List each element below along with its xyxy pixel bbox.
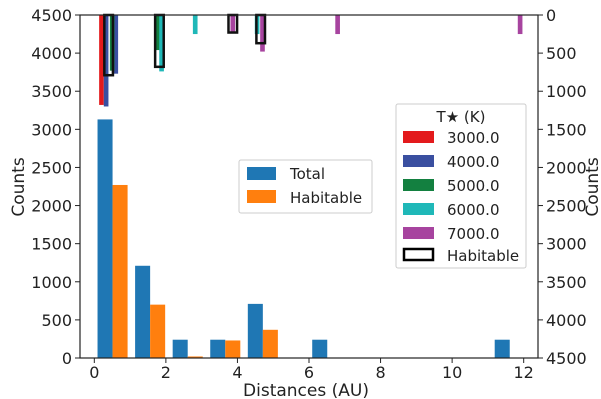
- bar-total-4: [247, 303, 263, 358]
- y-right-tick-label-3000: 3000: [546, 235, 587, 254]
- y-right-tick-label-500: 500: [546, 44, 577, 63]
- y-right-tick-label-2000: 2000: [546, 158, 587, 177]
- bar-temp-5000-0-1: [154, 15, 160, 51]
- y-left-tick-label-3000: 3000: [31, 120, 72, 139]
- bar-temp-4000-0-1: [113, 15, 119, 74]
- y-right-tick-label-3500: 3500: [546, 273, 587, 292]
- y-right-tick-label-1500: 1500: [546, 120, 587, 139]
- legend-3000-swatch: [403, 131, 434, 143]
- y-left-tick-label-1000: 1000: [31, 273, 72, 292]
- bar-habitable-4: [262, 329, 278, 358]
- bar-total-5: [312, 339, 328, 358]
- bar-temp-6000-0-1: [192, 15, 198, 35]
- y-left-tick-label-1500: 1500: [31, 235, 72, 254]
- bar-temp-3000-0-0: [99, 15, 104, 105]
- bar-total-0: [97, 119, 113, 359]
- y-left-tick-label-500: 500: [41, 311, 72, 330]
- y-right-tick-label-4000: 4000: [546, 311, 587, 330]
- bar-total-6: [494, 339, 510, 358]
- y-right-tick-label-2500: 2500: [546, 197, 587, 216]
- bar-temp-7000-0-1: [260, 15, 265, 52]
- legend-3000-label: 3000.0: [447, 129, 500, 147]
- bar-habitable-0: [112, 184, 128, 358]
- x-axis-label: Distances (AU): [243, 381, 369, 399]
- x-tick-label-4: 4: [232, 363, 242, 382]
- x-tick-label-12: 12: [514, 363, 534, 382]
- ticks: 0 2 4 6 8 10 12 0 500 1000 1500 2000 2500 3000 3500 400…: [31, 6, 586, 382]
- legend-total-swatch: [247, 167, 276, 180]
- legend-7000-label: 7000.0: [447, 225, 500, 243]
- legend-5000-label: 5000.0: [447, 177, 500, 195]
- upper-bars: [99, 13, 523, 107]
- lower-bars: [97, 119, 510, 359]
- x-tick-label-6: 6: [304, 363, 314, 382]
- x-tick-label-0: 0: [89, 363, 99, 382]
- y-left-tick-label-3500: 3500: [31, 82, 72, 101]
- legend-5000-swatch: [403, 179, 434, 191]
- legend-total-label: Total: [289, 165, 325, 183]
- y-left-tick-label-2500: 2500: [31, 158, 72, 177]
- bar-total-2: [172, 339, 188, 358]
- y-axis-label-right: Counts: [583, 157, 601, 216]
- legend-7000-swatch: [403, 227, 434, 239]
- legend-habitable-swatch: [247, 190, 276, 203]
- legend-upper-title: T★ (K): [436, 108, 486, 126]
- legend-habitable-outline-label: Habitable: [447, 247, 519, 265]
- legend-4000-label: 4000.0: [447, 153, 500, 171]
- y-left-tick-label-0: 0: [62, 349, 72, 368]
- x-tick-label-8: 8: [375, 363, 385, 382]
- bar-temp-7000-0-0: [230, 15, 236, 33]
- y-right-tick-label-1000: 1000: [546, 82, 587, 101]
- legend-habitable-label: Habitable: [290, 189, 362, 207]
- legend-stellar-temperature: T★ (K) 3000.0 4000.0 5000.0 6000.0 7000.…: [395, 103, 527, 269]
- y-right-tick-label-0: 0: [546, 6, 556, 25]
- bar-habitable-2: [187, 356, 203, 358]
- bar-habitable-3: [225, 340, 241, 358]
- x-tick-label-10: 10: [442, 363, 462, 382]
- x-tick-label-2: 2: [161, 363, 171, 382]
- bar-temp-7000-0-3: [517, 15, 523, 35]
- legend-total-habitable: Total Habitable: [238, 159, 373, 214]
- bar-temp-7000-0-2: [335, 15, 340, 35]
- legend-habitable-outline-swatch: [402, 247, 435, 262]
- y-right-tick-label-4500: 4500: [546, 349, 587, 368]
- y-left-tick-label-4000: 4000: [31, 44, 72, 63]
- legend-4000-swatch: [403, 155, 434, 167]
- y-axis-label-left: Counts: [9, 157, 29, 216]
- bar-total-1: [135, 265, 151, 358]
- legend-6000-label: 6000.0: [447, 201, 500, 219]
- bar-habitable-1: [150, 304, 166, 358]
- bar-total-3: [210, 339, 226, 358]
- bar-temp-4000-0-0: [103, 15, 109, 107]
- legend-6000-swatch: [403, 203, 434, 215]
- bar-temp-6000-0-0: [159, 15, 164, 72]
- y-left-tick-label-2000: 2000: [31, 197, 72, 216]
- y-left-tick-label-4500: 4500: [31, 6, 72, 25]
